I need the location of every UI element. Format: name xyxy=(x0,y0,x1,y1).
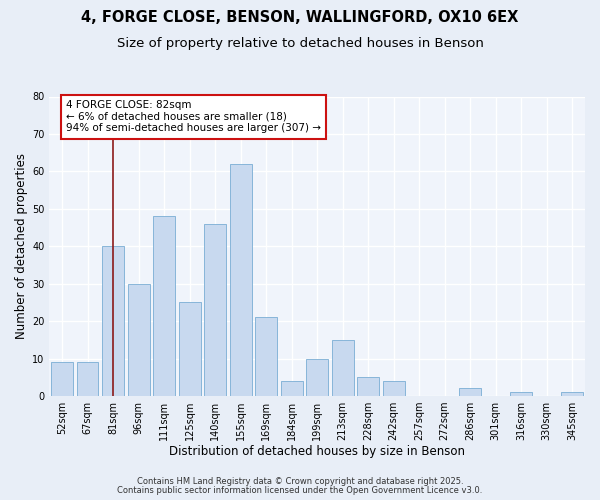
Bar xyxy=(52,362,73,396)
Text: Contains HM Land Registry data © Crown copyright and database right 2025.: Contains HM Land Registry data © Crown c… xyxy=(137,477,463,486)
Bar xyxy=(383,381,404,396)
Text: 4 FORGE CLOSE: 82sqm
← 6% of detached houses are smaller (18)
94% of semi-detach: 4 FORGE CLOSE: 82sqm ← 6% of detached ho… xyxy=(66,100,321,134)
Bar xyxy=(154,216,175,396)
Bar xyxy=(128,284,149,396)
Bar xyxy=(358,378,379,396)
Bar xyxy=(230,164,251,396)
Text: Size of property relative to detached houses in Benson: Size of property relative to detached ho… xyxy=(116,38,484,51)
Bar xyxy=(307,358,328,396)
Bar xyxy=(103,246,124,396)
Bar xyxy=(205,224,226,396)
Text: 4, FORGE CLOSE, BENSON, WALLINGFORD, OX10 6EX: 4, FORGE CLOSE, BENSON, WALLINGFORD, OX1… xyxy=(82,10,518,25)
Bar xyxy=(562,392,583,396)
Bar xyxy=(460,388,481,396)
Text: Contains public sector information licensed under the Open Government Licence v3: Contains public sector information licen… xyxy=(118,486,482,495)
Bar xyxy=(179,302,200,396)
Bar xyxy=(332,340,353,396)
Bar xyxy=(281,381,302,396)
X-axis label: Distribution of detached houses by size in Benson: Distribution of detached houses by size … xyxy=(169,444,465,458)
Bar xyxy=(256,318,277,396)
Y-axis label: Number of detached properties: Number of detached properties xyxy=(15,153,28,339)
Bar xyxy=(511,392,532,396)
Bar xyxy=(77,362,98,396)
